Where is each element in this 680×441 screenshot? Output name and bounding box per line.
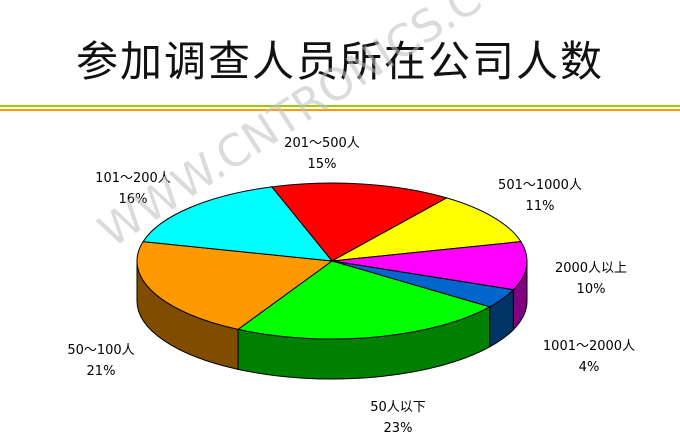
slice-top (331, 197, 522, 262)
slice-label: 201～500人 15% (284, 133, 360, 175)
label-value: 4% (578, 360, 600, 375)
label-value: 15% (307, 157, 337, 172)
label-text: 2000人以上 (554, 261, 628, 276)
slice-top (136, 241, 334, 330)
slice-label: 2000人以上 10% (555, 258, 627, 300)
slice-label: 101～200人 16% (95, 168, 171, 210)
slice-label: 1001～2000人 4% (543, 336, 635, 378)
rule-green (0, 105, 680, 107)
label-text: 1001～2000人 (542, 339, 636, 354)
slice-label: 501～1000人 11% (498, 175, 582, 217)
label-value: 16% (118, 192, 148, 207)
label-text: 501～1000人 (498, 178, 582, 193)
label-value: 11% (525, 199, 555, 214)
slice-top (236, 260, 492, 340)
rule-orange (0, 109, 680, 111)
label-value: 10% (576, 282, 606, 297)
label-text: 50人以下 (370, 400, 426, 415)
slice-top (142, 186, 334, 262)
slice-label: 50人以下 23% (370, 397, 426, 439)
label-value: 23% (383, 421, 413, 436)
slice-label: 50～100人 21% (67, 340, 134, 382)
slice-top (331, 241, 528, 291)
slice-top (270, 182, 448, 262)
label-value: 21% (86, 364, 116, 379)
chart-title: 参加调查人员所在公司人数 (75, 37, 604, 86)
label-text: 101～200人 (95, 171, 171, 186)
label-text: 201～500人 (284, 136, 360, 151)
label-text: 50～100人 (67, 343, 135, 358)
